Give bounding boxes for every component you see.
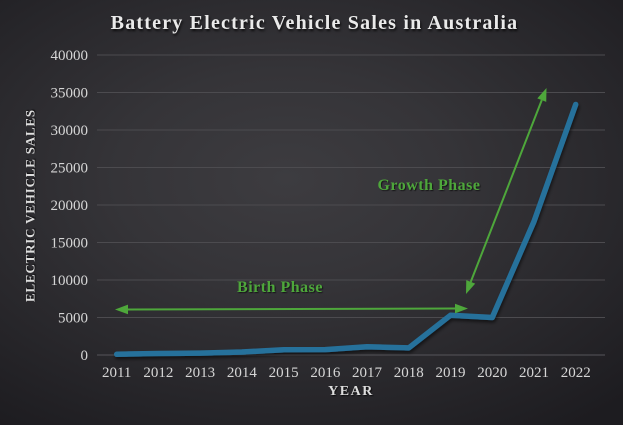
birth-phase-arrow	[127, 307, 456, 311]
x-tick-label: 2020	[477, 365, 507, 381]
x-tick-label: 2017	[352, 365, 383, 381]
growth-phase-arrow	[469, 99, 543, 283]
y-tick-label: 20000	[51, 198, 89, 214]
growth-phase-label: Growth Phase	[377, 177, 481, 194]
x-axis-title: YEAR	[328, 384, 374, 399]
x-tick-label: 2015	[269, 365, 299, 381]
x-tick-label: 2013	[185, 365, 215, 381]
x-tick-label: 2016	[310, 365, 341, 381]
y-tick-label: 40000	[51, 48, 89, 64]
birth-phase-arrow-head	[115, 304, 129, 315]
x-tick-label: 2012	[143, 365, 173, 381]
birth-phase-arrow-head	[454, 303, 468, 314]
y-tick-label: 35000	[51, 86, 89, 102]
y-tick-label: 25000	[51, 161, 89, 177]
y-tick-label: 30000	[51, 123, 89, 139]
growth-phase-arrow-head	[537, 88, 547, 102]
y-tick-label: 0	[81, 348, 89, 364]
y-tick-label: 10000	[51, 273, 89, 289]
growth-phase-arrow-head	[466, 280, 476, 294]
y-tick-label: 15000	[51, 236, 89, 252]
x-tick-label: 2014	[227, 365, 258, 381]
x-tick-label: 2019	[436, 365, 466, 381]
y-tick-label: 5000	[58, 311, 88, 327]
x-tick-label: 2011	[102, 365, 131, 381]
sales-line	[113, 101, 579, 357]
birth-phase-label: Birth Phase	[237, 279, 323, 296]
x-tick-label: 2018	[394, 365, 424, 381]
x-tick-label: 2022	[561, 365, 591, 381]
x-tick-label: 2021	[519, 365, 549, 381]
chart-title: Battery Electric Vehicle Sales in Austra…	[110, 12, 519, 34]
